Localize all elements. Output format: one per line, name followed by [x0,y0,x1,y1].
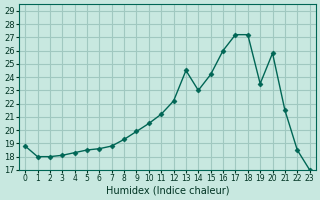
X-axis label: Humidex (Indice chaleur): Humidex (Indice chaleur) [106,186,229,196]
